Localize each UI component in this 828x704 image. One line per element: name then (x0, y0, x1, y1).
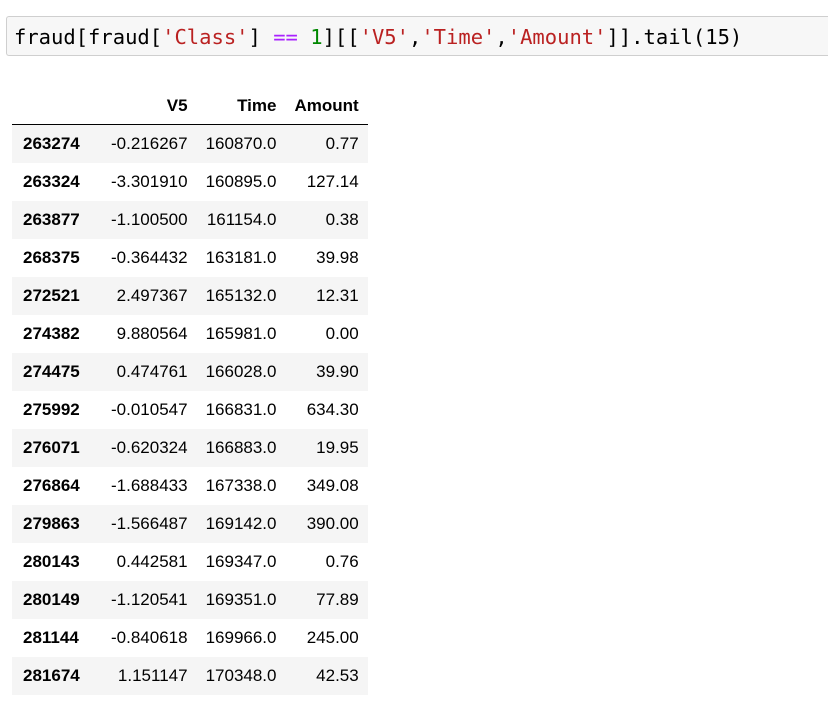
code-text-token: ][[ (322, 25, 360, 49)
cell-amount: 0.00 (325, 324, 359, 343)
cell-time: 169966.0 (205, 628, 277, 647)
table-row: 281144 -0.840618 169966.0 245.00 (12, 619, 368, 657)
cell-amount: 0.76 (325, 552, 359, 571)
cell-amount: 12.31 (316, 286, 359, 305)
cell-amount: 127.14 (306, 172, 359, 191)
cell-time: 161154.0 (206, 210, 277, 229)
table-row: 268375 -0.364432 163181.0 39.98 (12, 239, 368, 277)
table-row: 276071 -0.620324 166883.0 19.95 (12, 429, 368, 467)
cell-time: 166028.0 (205, 362, 277, 381)
cell-time: 167338.0 (205, 476, 277, 495)
row-index: 263877 (23, 210, 80, 229)
cell-time: 169351.0 (205, 590, 277, 609)
code-text-token: , (495, 25, 508, 49)
cell-v5: -0.840618 (111, 628, 188, 647)
code-text-token: , (408, 25, 422, 49)
cell-time: 170348.0 (205, 666, 277, 685)
cell-time: 166831.0 (205, 400, 277, 419)
cell-time: 166883.0 (205, 438, 277, 457)
table-row: 263324 -3.301910 160895.0 127.14 (12, 163, 368, 201)
cell-time: 169142.0 (205, 514, 277, 533)
code-string-token: 'Amount' (507, 25, 607, 49)
cell-amount: 19.95 (316, 438, 359, 457)
row-index: 280143 (23, 552, 80, 571)
cell-amount: 42.53 (316, 666, 359, 685)
table-row: 275992 -0.010547 166831.0 634.30 (12, 391, 368, 429)
column-header-v5: V5 (102, 88, 197, 125)
table-header-row: V5 Time Amount (12, 88, 368, 125)
row-index: 276071 (23, 438, 80, 457)
cell-amount: 39.90 (316, 362, 359, 381)
code-operator-token: == (273, 25, 298, 49)
row-index: 281144 (23, 628, 79, 647)
row-index: 263274 (23, 134, 80, 153)
cell-amount: 0.38 (325, 210, 359, 229)
cell-v5: -0.620324 (111, 438, 188, 457)
row-index: 279863 (23, 514, 80, 533)
code-text-token: ]].tail(15) (606, 25, 743, 49)
table-row: 272521 2.497367 165132.0 12.31 (12, 277, 368, 315)
row-index: 272521 (23, 286, 80, 305)
code-input-cell[interactable]: fraud[fraud['Class'] == 1][['V5','Time',… (6, 16, 828, 56)
table-row: 274475 0.474761 166028.0 39.90 (12, 353, 368, 391)
code-string-token: 'V5' (359, 25, 409, 49)
cell-v5: 2.497367 (116, 286, 188, 305)
dataframe-table: V5 Time Amount 263274 -0.216267 160870.0 0.… (12, 88, 368, 695)
code-text-token: ] (248, 25, 274, 49)
table-row: 263877 -1.100500 161154.0 0.38 (12, 201, 368, 239)
cell-v5: 0.474761 (116, 362, 188, 381)
cell-amount: 634.30 (306, 400, 359, 419)
row-index: 276864 (23, 476, 80, 495)
code-string-token: 'Time' (421, 25, 496, 49)
cell-v5: 0.442581 (116, 552, 188, 571)
cell-amount: 77.89 (316, 590, 359, 609)
code-line: fraud[fraud['Class'] == 1][['V5','Time',… (14, 25, 742, 49)
cell-v5: -1.120541 (111, 590, 188, 609)
row-index: 274475 (23, 362, 80, 381)
code-number-token: 1 (310, 25, 323, 49)
cell-amount: 349.08 (306, 476, 359, 495)
cell-amount: 245.00 (306, 628, 359, 647)
table-row: 263274 -0.216267 160870.0 0.77 (12, 124, 368, 163)
cell-v5: -1.688433 (111, 476, 188, 495)
cell-time: 160870.0 (205, 134, 277, 153)
row-index: 268375 (23, 248, 80, 267)
column-header-amount: Amount (285, 88, 368, 125)
code-text-token: fraud[fraud[ (14, 25, 163, 49)
table-body: 263274 -0.216267 160870.0 0.77 263324 -3.3019… (12, 124, 368, 695)
cell-v5: -0.010547 (111, 400, 188, 419)
cell-v5: 1.151147 (117, 666, 188, 685)
row-index: 274382 (23, 324, 80, 343)
cell-v5: -0.216267 (111, 134, 188, 153)
cell-time: 165981.0 (205, 324, 277, 343)
table-row: 274382 9.880564 165981.0 0.00 (12, 315, 368, 353)
table-row: 276864 -1.688433 167338.0 349.08 (12, 467, 368, 505)
cell-time: 160895.0 (205, 172, 277, 191)
code-text-token (298, 25, 310, 49)
cell-time: 165132.0 (205, 286, 277, 305)
table-row: 280143 0.442581 169347.0 0.76 (12, 543, 368, 581)
row-index: 263324 (23, 172, 80, 191)
cell-v5: -0.364432 (111, 248, 188, 267)
cell-v5: 9.880564 (116, 324, 188, 343)
table-row: 280149 -1.120541 169351.0 77.89 (12, 581, 368, 619)
table-row: 281674 1.151147 170348.0 42.53 (12, 657, 368, 695)
cell-v5: -3.301910 (111, 172, 188, 191)
column-header-time: Time (196, 88, 286, 125)
index-header (12, 88, 102, 125)
row-index: 281674 (23, 666, 80, 685)
cell-time: 163181.0 (205, 248, 277, 267)
cell-amount: 0.77 (325, 134, 359, 153)
row-index: 280149 (23, 590, 80, 609)
table-row: 279863 -1.566487 169142.0 390.00 (12, 505, 368, 543)
cell-v5: -1.566487 (111, 514, 188, 533)
cell-amount: 390.00 (306, 514, 359, 533)
cell-time: 169347.0 (205, 552, 277, 571)
cell-amount: 39.98 (316, 248, 359, 267)
code-string-token: 'Class' (162, 25, 249, 49)
cell-v5: -1.100500 (111, 210, 188, 229)
output-area: V5 Time Amount 263274 -0.216267 160870.0 0.… (12, 88, 368, 695)
row-index: 275992 (23, 400, 80, 419)
